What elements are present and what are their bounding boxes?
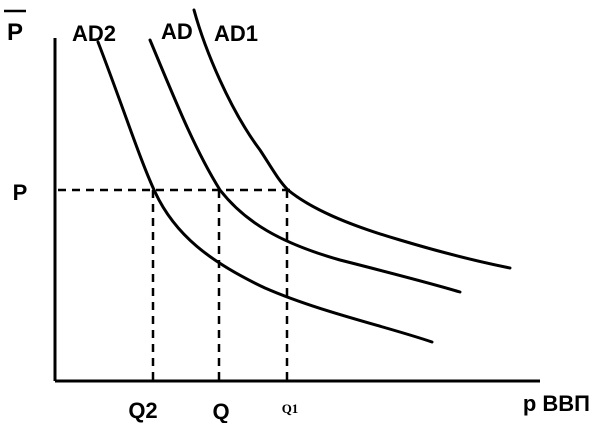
q2-label: Q2	[128, 398, 157, 423]
ad2-curve-label: AD2	[72, 21, 116, 46]
q1-label: Q1	[282, 401, 299, 416]
ad1-curve	[192, 8, 512, 270]
ad1-curve-label: AD1	[214, 21, 258, 46]
x-axis-label: р ВВП	[523, 391, 590, 416]
ad2-curve	[96, 40, 434, 344]
ad-curve	[148, 38, 462, 294]
y-axis-label: P	[7, 19, 23, 46]
ad-curve-label: AD	[161, 19, 193, 44]
price-level-label: P	[13, 180, 28, 205]
q-label: Q	[212, 399, 229, 423]
